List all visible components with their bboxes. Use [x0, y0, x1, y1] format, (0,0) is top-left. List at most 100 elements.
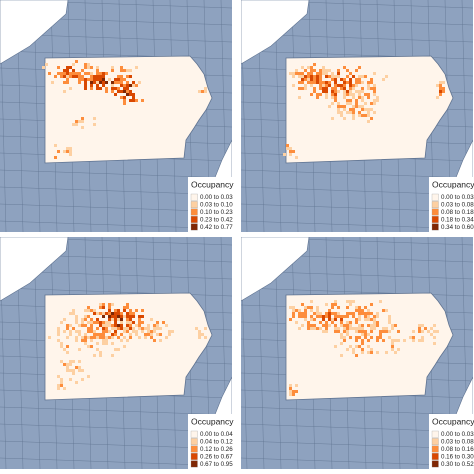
legend-swatch — [190, 430, 198, 438]
cell — [87, 375, 90, 378]
cell — [319, 81, 322, 84]
cell — [349, 327, 352, 330]
cell — [355, 99, 358, 102]
cell — [292, 150, 295, 153]
cell — [337, 330, 340, 333]
legend-swatch — [431, 445, 439, 453]
cell — [355, 102, 358, 105]
cell — [355, 354, 358, 357]
cell — [78, 366, 81, 369]
cell — [307, 306, 310, 309]
cell — [81, 378, 84, 381]
cell — [84, 84, 87, 87]
cell — [198, 333, 201, 336]
legend-label: 0.03 to 0.10 — [200, 202, 233, 209]
cell — [322, 318, 325, 321]
legend-label: 0.23 to 0.42 — [200, 216, 233, 223]
cell — [147, 324, 150, 327]
cell — [319, 315, 322, 318]
cell — [313, 318, 316, 321]
cell — [42, 66, 45, 69]
cell — [376, 321, 379, 324]
cell — [364, 102, 367, 105]
cell — [361, 339, 364, 342]
cell — [84, 72, 87, 75]
cell — [129, 318, 132, 321]
cell — [150, 318, 153, 321]
county-line — [0, 50, 232, 60]
cell — [379, 336, 382, 339]
cell — [147, 327, 150, 330]
cell — [331, 93, 334, 96]
cell — [349, 108, 352, 111]
cell — [298, 309, 301, 312]
cell — [138, 324, 141, 327]
cell — [295, 321, 298, 324]
cell — [376, 351, 379, 354]
occupancy-cells — [42, 60, 207, 159]
cell — [421, 324, 424, 327]
cell — [93, 333, 96, 336]
cell — [352, 111, 355, 114]
cell — [99, 324, 102, 327]
cell — [114, 93, 117, 96]
cell — [69, 330, 72, 333]
cell — [385, 75, 388, 78]
cell — [304, 309, 307, 312]
cell — [57, 375, 60, 378]
cell — [370, 78, 373, 81]
cell — [60, 321, 63, 324]
cell — [286, 147, 289, 150]
legend-swatch — [431, 216, 439, 223]
cell — [75, 336, 78, 339]
cell — [201, 333, 204, 336]
cell — [355, 78, 358, 81]
cell — [105, 72, 108, 75]
cell — [123, 327, 126, 330]
cell — [418, 339, 421, 342]
county-line — [241, 406, 473, 416]
cell — [138, 327, 141, 330]
cell — [87, 306, 90, 309]
cell — [66, 78, 69, 81]
cell — [313, 81, 316, 84]
cell — [418, 330, 421, 333]
cell — [310, 78, 313, 81]
cell — [313, 78, 316, 81]
cell — [159, 327, 162, 330]
cell — [340, 342, 343, 345]
legend-swatch — [431, 193, 439, 201]
cell — [93, 81, 96, 84]
cell — [126, 330, 129, 333]
cell — [204, 327, 207, 330]
cell — [111, 336, 114, 339]
cell — [331, 96, 334, 99]
cell — [117, 90, 120, 93]
cell — [105, 81, 108, 84]
cell — [132, 315, 135, 318]
cell — [319, 321, 322, 324]
cell — [412, 339, 415, 342]
cell — [84, 87, 87, 90]
cell — [75, 72, 78, 75]
cell — [316, 78, 319, 81]
cell — [45, 63, 48, 66]
legend-swatch — [190, 223, 198, 231]
cell — [370, 312, 373, 315]
cell — [319, 87, 322, 90]
cell — [346, 330, 349, 333]
cell — [289, 390, 292, 393]
lake — [0, 237, 69, 302]
cell — [349, 312, 352, 315]
legend-swatch — [431, 460, 439, 468]
cell — [379, 300, 382, 303]
cell — [367, 324, 370, 327]
cell — [328, 309, 331, 312]
cell — [337, 105, 340, 108]
cell — [72, 63, 75, 66]
cell — [382, 309, 385, 312]
cell — [325, 321, 328, 324]
cell — [316, 306, 319, 309]
cell — [90, 75, 93, 78]
cell — [364, 318, 367, 321]
